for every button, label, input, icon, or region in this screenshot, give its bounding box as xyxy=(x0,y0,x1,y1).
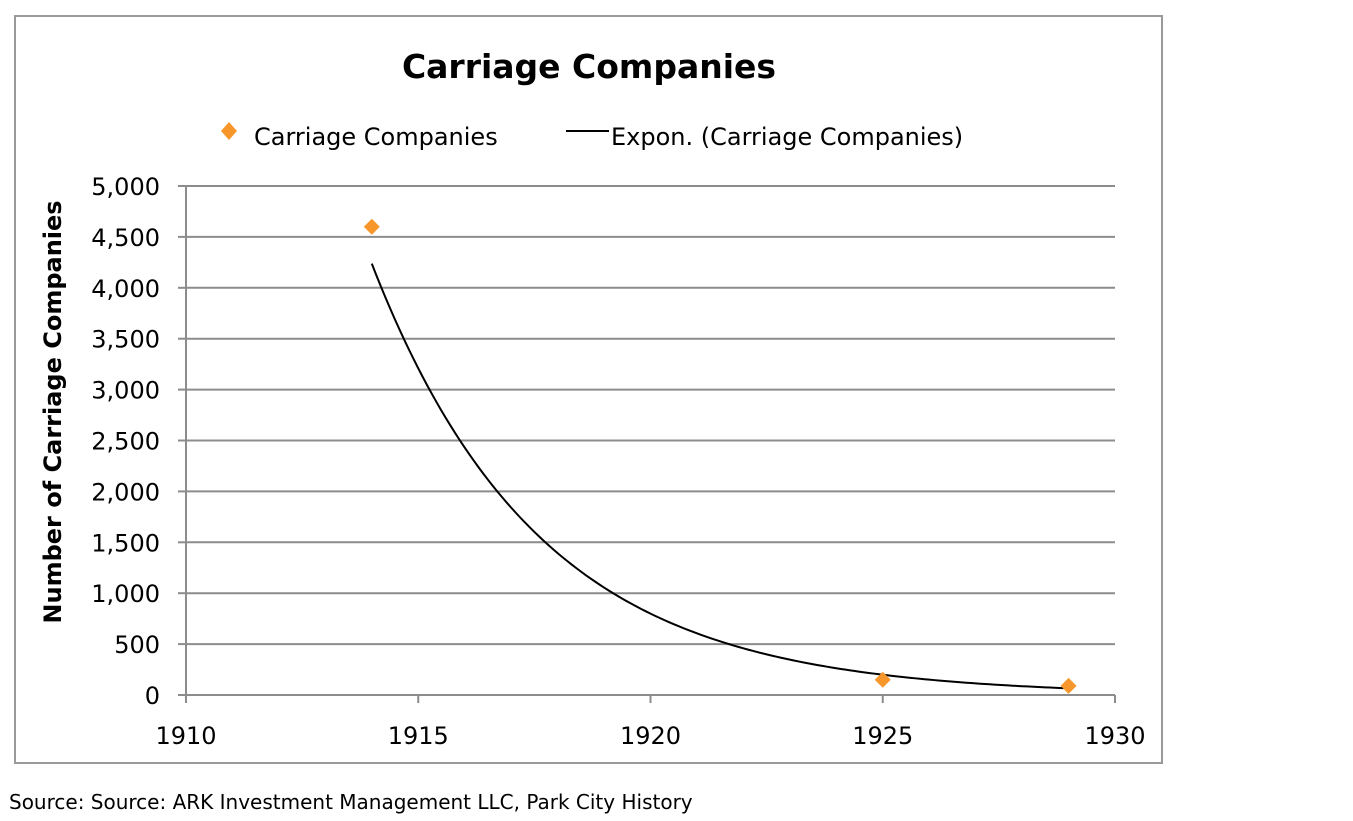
legend-label-trendline: Expon. (Carriage Companies) xyxy=(611,123,963,151)
y-tick-label-4500: 4,500 xyxy=(91,224,160,252)
legend: Carriage Companies Expon. (Carriage Comp… xyxy=(221,122,963,151)
x-tick-label-1925: 1925 xyxy=(852,722,913,750)
data-point-1929 xyxy=(1060,677,1077,694)
source-note: Source: Source: ARK Investment Managemen… xyxy=(9,790,693,814)
axes xyxy=(185,186,1116,703)
y-tick-label-2000: 2,000 xyxy=(91,478,160,506)
data-markers xyxy=(363,218,1077,694)
y-tick-labels: 0 500 1,000 1,500 2,000 2,500 3,000 3,500 4,000 4… xyxy=(91,173,160,710)
data-point-1925 xyxy=(874,671,891,688)
y-tick-label-500: 500 xyxy=(114,631,160,659)
y-tick-label-0: 0 xyxy=(145,682,160,710)
y-axis-title: Number of Carriage Companies xyxy=(39,200,67,623)
x-tick-label-1930: 1930 xyxy=(1084,722,1145,750)
y-tick-label-2500: 2,500 xyxy=(91,428,160,456)
y-tick-label-3500: 3,500 xyxy=(91,326,160,354)
legend-diamond-icon xyxy=(221,122,237,140)
data-point-1914 xyxy=(363,218,380,235)
x-tick-label-1910: 1910 xyxy=(155,722,216,750)
legend-item-trendline: Expon. (Carriage Companies) xyxy=(566,123,963,151)
x-tick-label-1920: 1920 xyxy=(620,722,681,750)
x-tick-label-1915: 1915 xyxy=(388,722,449,750)
gridlines xyxy=(178,185,1115,696)
trendline-expon-carriage-companies xyxy=(370,263,1069,690)
chart-title: Carriage Companies xyxy=(402,47,776,86)
y-tick-label-1500: 1,500 xyxy=(91,529,160,557)
y-tick-label-1000: 1,000 xyxy=(91,580,160,608)
x-tick-labels: 1910 1915 1920 1925 1930 xyxy=(155,722,1145,750)
y-tick-label-5000: 5,000 xyxy=(91,173,160,201)
y-tick-label-4000: 4,000 xyxy=(91,275,160,303)
y-tick-label-3000: 3,000 xyxy=(91,377,160,405)
legend-label-carriage-companies: Carriage Companies xyxy=(254,123,498,151)
legend-item-carriage-companies: Carriage Companies xyxy=(221,122,498,151)
